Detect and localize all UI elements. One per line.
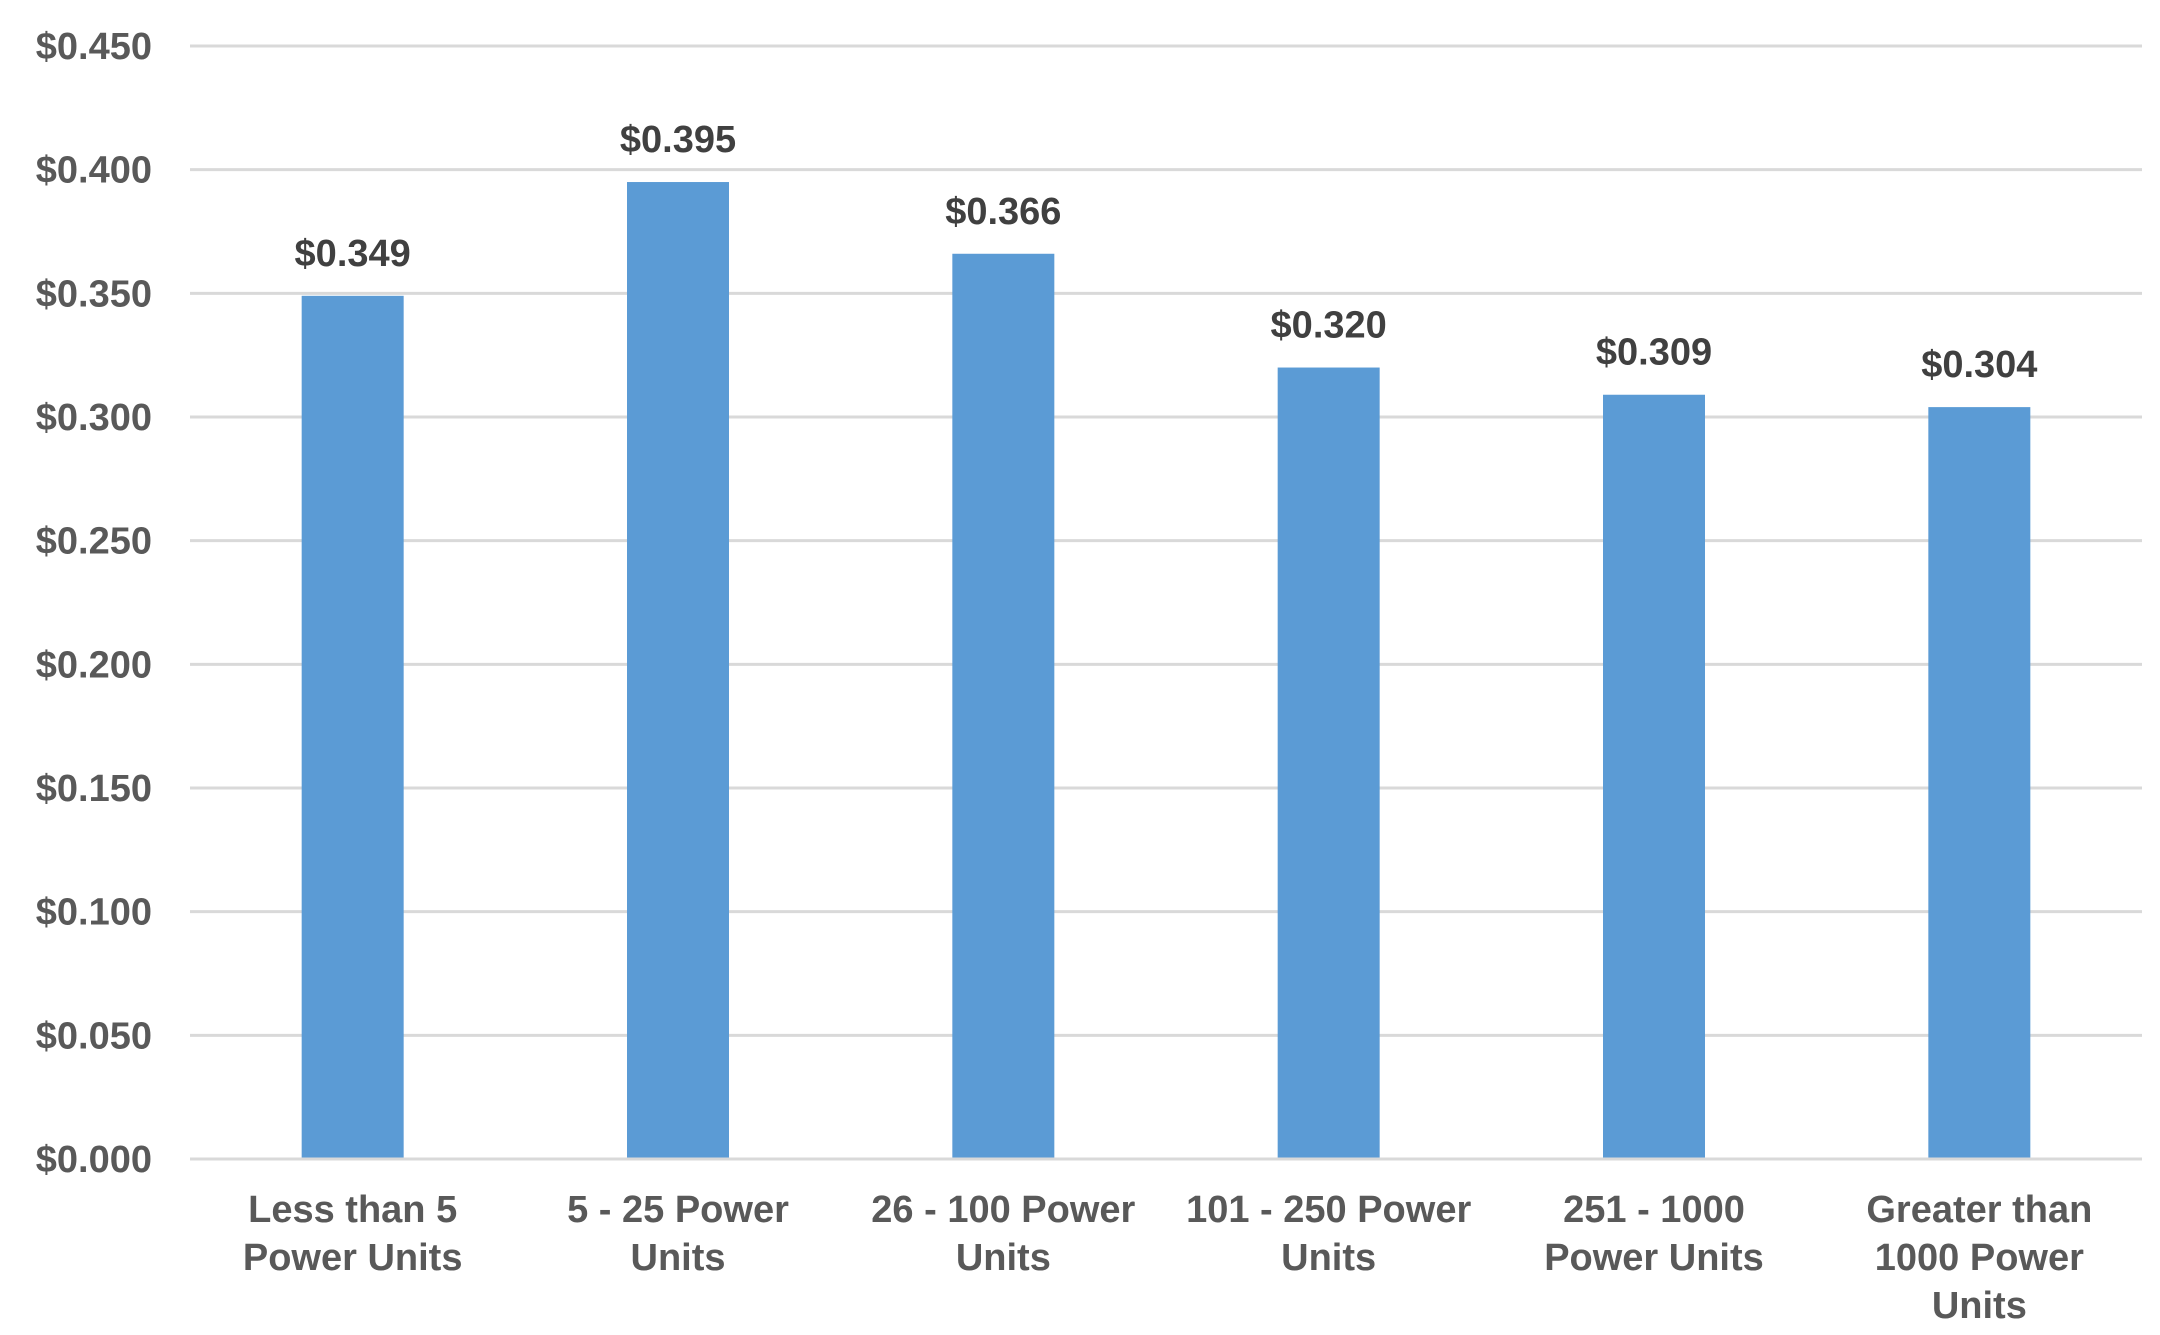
y-tick-label: $0.350 <box>36 273 152 315</box>
category-label-line: Units <box>956 1237 1051 1279</box>
data-labels: $0.349 $0.395 $0.366 $0.320 $0.309 $0.304 <box>295 119 2038 386</box>
bar <box>301 295 404 1160</box>
category-label: 101 - 250 Power Units <box>1186 1189 1471 1279</box>
data-label: $0.349 <box>295 233 411 275</box>
category-label-line: Units <box>1932 1285 2027 1327</box>
gridlines <box>190 44 2142 1037</box>
category-label: Greater than 1000 Power Units <box>1866 1189 2092 1327</box>
category-label-line: 26 - 100 Power <box>871 1189 1135 1231</box>
category-label-line: 101 - 250 Power <box>1186 1189 1471 1231</box>
bar <box>952 253 1055 1159</box>
category-label-line: Power Units <box>243 1237 463 1279</box>
category-label-line: 1000 Power <box>1875 1237 2084 1279</box>
category-label-line: Units <box>1281 1237 1376 1279</box>
y-axis-tick-labels: $0.000 $0.050 $0.100 $0.150 $0.200 $0.250 $0.3… <box>36 26 152 1181</box>
y-tick-label: $0.400 <box>36 150 152 192</box>
bar <box>1928 407 2031 1159</box>
category-label-line: 5 - 25 Power <box>567 1189 789 1231</box>
y-tick-label: $0.050 <box>36 1015 152 1057</box>
category-label: 26 - 100 Power Units <box>871 1189 1135 1279</box>
bar <box>627 182 729 1160</box>
y-tick-label: $0.200 <box>36 644 152 686</box>
data-label: $0.395 <box>620 119 736 161</box>
category-label-line: Less than 5 <box>248 1189 457 1231</box>
data-label: $0.304 <box>1921 344 2037 386</box>
category-label: 251 - 1000 Power Units <box>1544 1189 1764 1279</box>
bar <box>1277 367 1380 1159</box>
y-tick-label: $0.000 <box>36 1139 152 1181</box>
category-label-line: 251 - 1000 <box>1563 1189 1745 1231</box>
y-tick-label: $0.250 <box>36 521 152 563</box>
bar <box>1603 394 1705 1159</box>
category-label: 5 - 25 Power Units <box>567 1189 789 1279</box>
y-tick-label: $0.150 <box>36 768 152 810</box>
category-label-line: Units <box>631 1237 726 1279</box>
bars <box>301 182 2031 1160</box>
data-label: $0.366 <box>945 191 1061 233</box>
category-label-line: Greater than <box>1866 1189 2092 1231</box>
y-tick-label: $0.100 <box>36 892 152 934</box>
category-label-line: Power Units <box>1544 1237 1764 1279</box>
y-tick-label: $0.300 <box>36 397 152 439</box>
data-label: $0.309 <box>1596 332 1712 374</box>
data-label: $0.320 <box>1271 305 1387 347</box>
category-label: Less than 5 Power Units <box>243 1189 463 1279</box>
y-tick-label: $0.450 <box>36 26 152 68</box>
